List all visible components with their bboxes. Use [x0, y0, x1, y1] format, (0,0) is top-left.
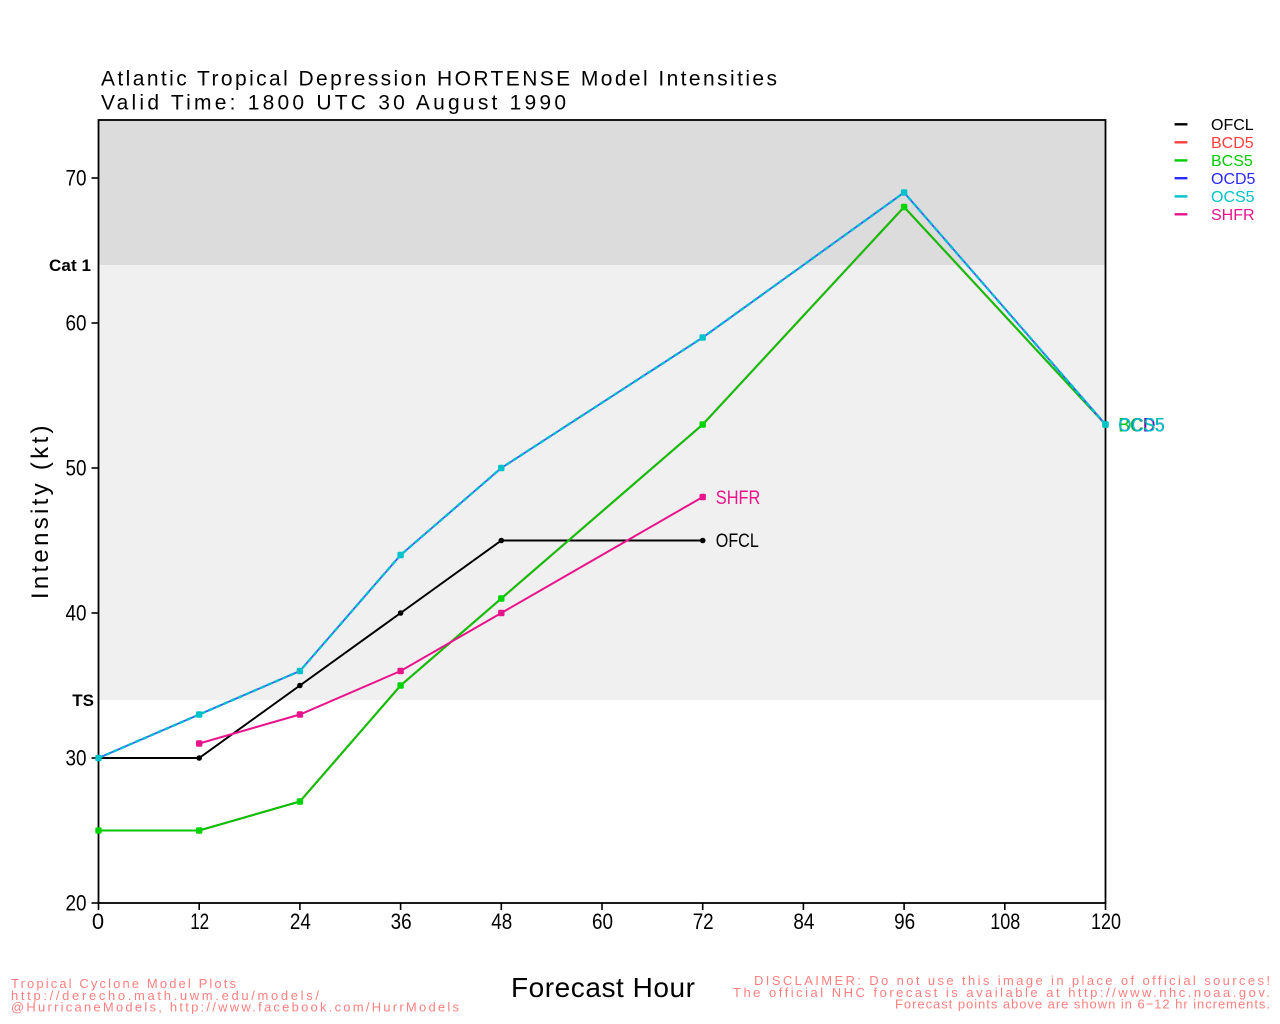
svg-text:BCS5: BCS5	[1118, 416, 1164, 437]
svg-text:OCD5: OCD5	[1211, 171, 1256, 188]
svg-text:BCD5: BCD5	[1211, 135, 1254, 152]
svg-text:Atlantic Tropical Depression H: Atlantic Tropical Depression HORTENSE Mo…	[101, 68, 777, 91]
svg-text:SHFR: SHFR	[1211, 207, 1255, 224]
svg-text:48: 48	[491, 909, 512, 934]
svg-text:36: 36	[391, 909, 412, 934]
svg-text:TS: TS	[72, 691, 94, 710]
svg-text:30: 30	[66, 746, 87, 771]
svg-text:BCD5: BCD5	[1118, 416, 1164, 437]
svg-text:The official NHC forecast is a: The official NHC forecast is available a…	[733, 985, 1270, 1000]
svg-text:120: 120	[1091, 909, 1121, 934]
svg-text:OFCL: OFCL	[716, 531, 759, 552]
svg-text:http://derecho.math.uwm.edu/mo: http://derecho.math.uwm.edu/models/	[11, 988, 319, 1003]
svg-text:Forecast Hour: Forecast Hour	[511, 972, 695, 1003]
svg-text:OFCL: OFCL	[1211, 117, 1254, 134]
svg-text:OCS5: OCS5	[1211, 189, 1255, 206]
svg-text:Forecast points above are show: Forecast points above are shown in 6−12 …	[895, 996, 1270, 1011]
svg-text:40: 40	[66, 601, 87, 626]
svg-text:24: 24	[290, 909, 311, 934]
svg-text:12: 12	[190, 909, 209, 934]
svg-text:50: 50	[66, 456, 87, 481]
svg-text:60: 60	[66, 311, 87, 336]
svg-text:@HurricaneModels, http://www.f: @HurricaneModels, http://www.facebook.co…	[11, 1000, 460, 1015]
svg-text:60: 60	[592, 909, 613, 934]
svg-text:72: 72	[693, 909, 714, 934]
svg-text:SHFR: SHFR	[716, 488, 761, 509]
svg-text:Intensity (kt): Intensity (kt)	[27, 422, 54, 599]
svg-text:20: 20	[66, 891, 87, 916]
svg-text:70: 70	[66, 166, 87, 191]
svg-text:84: 84	[793, 909, 814, 934]
svg-text:BCS5: BCS5	[1211, 153, 1253, 170]
svg-text:96: 96	[894, 909, 915, 934]
svg-text:108: 108	[990, 909, 1020, 934]
svg-text:OCD5: OCD5	[1118, 416, 1164, 437]
svg-text:Valid Time: 1800 UTC 30 August: Valid Time: 1800 UTC 30 August 1990	[101, 92, 566, 115]
svg-text:Cat 1: Cat 1	[49, 256, 91, 275]
svg-text:OCS5: OCS5	[1118, 416, 1164, 437]
svg-text:0: 0	[92, 909, 104, 934]
